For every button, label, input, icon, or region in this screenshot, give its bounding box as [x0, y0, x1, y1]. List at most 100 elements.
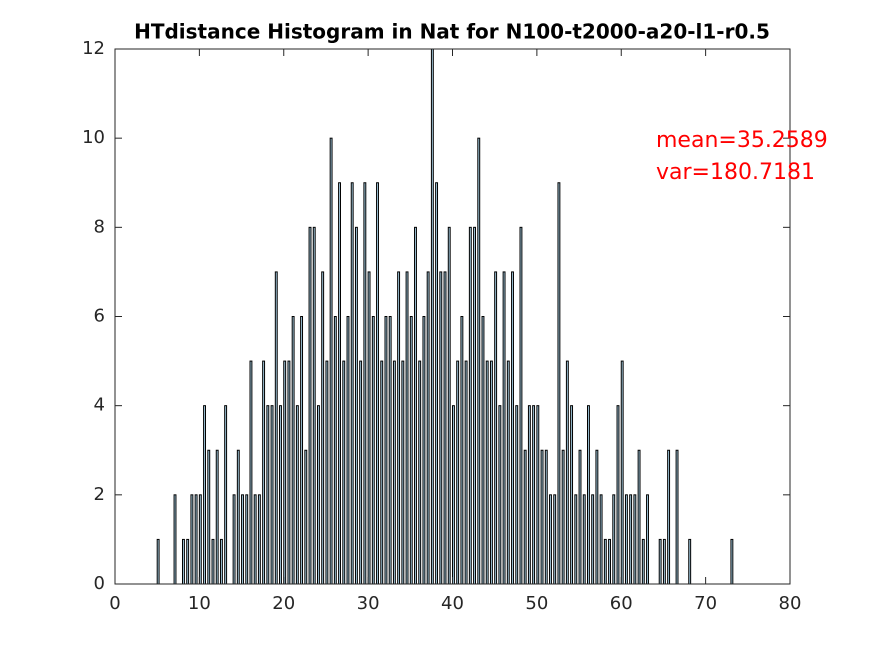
bar	[325, 360, 329, 585]
bar	[422, 316, 426, 585]
y-tick-label: 10	[82, 127, 105, 148]
x-tick-label: 10	[188, 593, 211, 614]
bar	[452, 405, 455, 585]
bar	[587, 405, 590, 585]
bar	[447, 226, 451, 585]
bar	[511, 271, 514, 585]
bar	[194, 494, 198, 585]
bar	[549, 494, 552, 585]
bar	[304, 449, 308, 585]
bar	[658, 538, 662, 585]
x-tick-label: 0	[109, 593, 120, 614]
y-tick-label: 2	[94, 484, 105, 505]
y-tick-label: 12	[82, 38, 105, 59]
y-tick-label: 6	[94, 306, 105, 327]
bar	[591, 494, 595, 585]
bar	[291, 316, 295, 585]
bar	[405, 271, 409, 585]
bar	[346, 316, 350, 585]
bar	[578, 449, 582, 585]
bar	[688, 538, 692, 585]
bar	[173, 494, 177, 585]
bar	[211, 538, 215, 585]
bar	[456, 360, 460, 585]
annotation: var=180.7181	[656, 160, 815, 185]
bar	[371, 316, 375, 585]
bar	[603, 538, 607, 585]
bar	[515, 405, 519, 585]
bar	[156, 538, 160, 585]
bar	[624, 494, 628, 585]
bar	[662, 538, 666, 585]
bar	[527, 405, 531, 585]
bar	[182, 538, 185, 585]
bar	[519, 226, 523, 585]
bar	[570, 405, 574, 585]
y-tick-label: 8	[94, 216, 105, 237]
bar	[540, 449, 544, 585]
x-tick-label: 80	[779, 593, 802, 614]
bar	[506, 360, 510, 585]
x-tick-label: 30	[357, 593, 380, 614]
bar	[489, 360, 493, 585]
bar	[553, 494, 557, 585]
y-tick-label: 4	[94, 395, 105, 416]
bar	[249, 360, 253, 585]
bar	[186, 538, 190, 585]
bar	[561, 449, 565, 585]
bar	[253, 494, 257, 585]
x-tick-label: 60	[610, 593, 633, 614]
bar	[443, 271, 447, 585]
bar	[266, 405, 270, 585]
bar	[317, 405, 320, 585]
bar	[308, 226, 312, 585]
bar	[502, 271, 506, 585]
bar	[612, 494, 616, 585]
bar	[241, 494, 244, 585]
bar	[641, 538, 645, 585]
bar	[380, 360, 384, 585]
bar	[207, 449, 211, 585]
bar	[350, 182, 354, 585]
bar	[667, 449, 671, 585]
bar	[401, 360, 405, 585]
bar	[312, 226, 316, 585]
bar	[730, 538, 734, 585]
bar	[426, 271, 430, 585]
bar	[270, 405, 274, 585]
bar	[460, 316, 464, 585]
bar	[376, 182, 379, 585]
y-tick-label: 0	[94, 573, 105, 594]
chart-title: HTdistance Histogram in Nat for N100-t20…	[134, 20, 770, 44]
bar	[203, 405, 206, 585]
bar	[198, 494, 202, 585]
bar	[232, 494, 236, 585]
annotation: mean=35.2589	[656, 128, 828, 153]
bar	[279, 405, 282, 585]
bar	[435, 182, 439, 585]
bar	[300, 316, 304, 585]
bar	[595, 449, 599, 585]
bar	[359, 360, 363, 585]
bar	[532, 405, 536, 585]
x-tick-label: 70	[694, 593, 717, 614]
bar	[245, 494, 249, 585]
bar	[565, 360, 569, 585]
bar	[287, 360, 291, 585]
bar	[439, 271, 443, 585]
bar	[477, 137, 481, 585]
bar	[464, 360, 468, 585]
bar	[557, 182, 561, 585]
bar	[333, 316, 337, 585]
x-tick-label: 20	[272, 593, 295, 614]
bar	[616, 405, 620, 585]
bar	[257, 494, 261, 585]
bar	[338, 182, 341, 585]
bar	[498, 405, 502, 585]
bar	[430, 48, 434, 585]
bar	[190, 494, 194, 585]
bar	[274, 271, 278, 585]
bar	[494, 271, 498, 585]
bar	[418, 360, 422, 585]
bar	[224, 405, 228, 585]
